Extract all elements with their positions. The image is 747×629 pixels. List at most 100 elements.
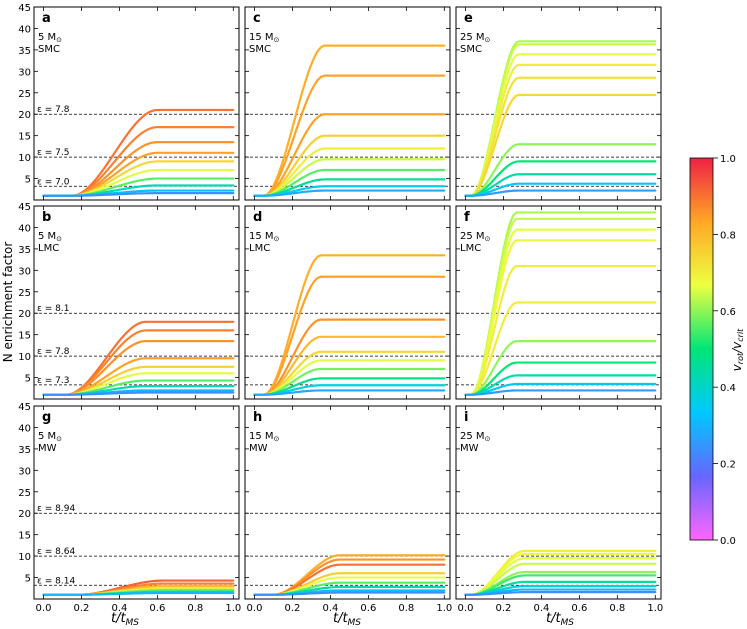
track-line (253, 384, 446, 396)
track-line (464, 63, 657, 197)
track-line (464, 182, 657, 197)
track-line (464, 374, 657, 396)
reference-line-label: ε = 7.3 (37, 376, 69, 386)
tracks (253, 554, 446, 596)
track-line (464, 43, 657, 197)
tracks (464, 549, 657, 596)
track-line (253, 189, 446, 197)
track-line (253, 113, 446, 197)
y-tick-label: 25 (18, 488, 31, 499)
panel-galaxy-label: LMC (460, 243, 481, 254)
track-line (464, 570, 657, 596)
svg-text:t/tMS: t/tMS (333, 611, 361, 628)
tracks (464, 40, 657, 197)
panel-frame (33, 405, 240, 600)
y-tick-label: 35 (18, 46, 31, 57)
panel-letter: d (253, 210, 262, 225)
y-tick-label: 5 (25, 574, 31, 585)
track-line (253, 168, 446, 197)
panel-frame (455, 405, 662, 600)
track-line (464, 552, 657, 596)
panel-letter: i (464, 410, 468, 425)
track-line (42, 391, 235, 396)
track-line (253, 389, 446, 396)
y-tick-label: 30 (18, 466, 31, 477)
svg-text:vrot/vcrit: vrot/vcrit (730, 328, 745, 372)
y-tick-label: 40 (18, 423, 31, 434)
track-line (464, 585, 657, 596)
svg-text:t/tMS: t/tMS (111, 611, 139, 628)
track-line (253, 147, 446, 197)
x-tick-label: 0.0 (247, 603, 263, 614)
track-line (253, 44, 446, 197)
track-line (253, 275, 446, 396)
colorbar-tick-label: 1.0 (720, 154, 736, 165)
panel-mass-label: 15 M⊙ (249, 431, 279, 443)
y-tick-label: 35 (18, 445, 31, 456)
track-line (253, 591, 446, 596)
track-line (464, 239, 657, 396)
x-tick-label: 0.6 (360, 603, 376, 614)
track-line (464, 76, 657, 197)
colorbar-gradient (689, 157, 714, 541)
panel-frame (244, 205, 451, 400)
y-tick-label: 15 (18, 132, 31, 143)
y-tick-label: 40 (18, 223, 31, 234)
colorbar-tick-label: 0.6 (720, 307, 736, 318)
track-line (464, 340, 657, 396)
colorbar-tick-label: 0.2 (720, 460, 736, 471)
svg-text:t/tMS: t/tMS (546, 611, 574, 628)
x-tick-label: 0.8 (609, 603, 625, 614)
x-axis-label-middle: t/tMS (333, 611, 361, 628)
colorbar-tick-label: 0.8 (720, 230, 736, 241)
x-tick-label: 0.4 (111, 603, 127, 614)
track-line (253, 254, 446, 396)
panel-h: 0.0 0.2 0.4 0.6 0.8 1.0 h 15 M⊙MW (244, 405, 452, 614)
y-tick-label: 20 (18, 509, 31, 520)
panel-mass-label: 5 M⊙ (38, 431, 62, 443)
track-line (253, 367, 446, 396)
panel-frame (244, 405, 451, 600)
track-line (464, 143, 657, 197)
tracks (42, 108, 235, 197)
panel-frame (244, 6, 451, 201)
y-tick-label: 25 (18, 89, 31, 100)
track-line (464, 301, 657, 396)
panel-mass-label: 25 M⊙ (460, 431, 490, 443)
track-line (253, 377, 446, 396)
y-tick-label: 5 (25, 374, 31, 385)
track-line (464, 93, 657, 197)
panel-g: ε = 8.94 ε = 8.64 ε = 8.14 0.0 0.2 0.4 0.6 0.8 1… (18, 402, 241, 614)
track-line (464, 217, 657, 396)
x-tick-label: 0.6 (571, 603, 587, 614)
track-line (253, 158, 446, 197)
x-tick-label: 0.2 (496, 603, 512, 614)
panel-mass-label: 15 M⊙ (249, 32, 279, 44)
x-tick-label: 0.8 (398, 603, 414, 614)
y-tick-label: 30 (18, 266, 31, 277)
track-line (464, 562, 657, 596)
y-tick-label: 15 (18, 531, 31, 542)
track-line (464, 382, 657, 396)
panel-c: c 15 M⊙SMC (244, 6, 451, 201)
panel-mass-label: 5 M⊙ (38, 231, 62, 243)
panels: ε = 7.8 ε = 7.5 ε = 7.0 5 10 15 20 25 30 35 40 45 a 5… (18, 3, 663, 614)
panel-galaxy-label: SMC (249, 44, 271, 55)
track-line (464, 228, 657, 396)
track-line (253, 318, 446, 396)
reference-line-label: ε = 7.8 (37, 105, 70, 115)
panel-galaxy-label: MW (249, 443, 268, 454)
x-tick-label: 1.0 (647, 603, 663, 614)
tracks (253, 254, 446, 396)
track-line (464, 591, 657, 596)
panel-letter: a (42, 11, 51, 26)
track-line (253, 185, 446, 197)
panel-galaxy-label: LMC (38, 243, 59, 254)
panel-a: ε = 7.8 ε = 7.5 ε = 7.0 5 10 15 20 25 30 35 40 45 a 5… (18, 3, 240, 201)
panel-frame (33, 205, 240, 400)
track-line (253, 359, 446, 396)
y-tick-label: 35 (18, 245, 31, 256)
reference-line-label: ε = 7.8 (37, 347, 70, 357)
reference-line-label: ε = 8.64 (37, 547, 75, 557)
